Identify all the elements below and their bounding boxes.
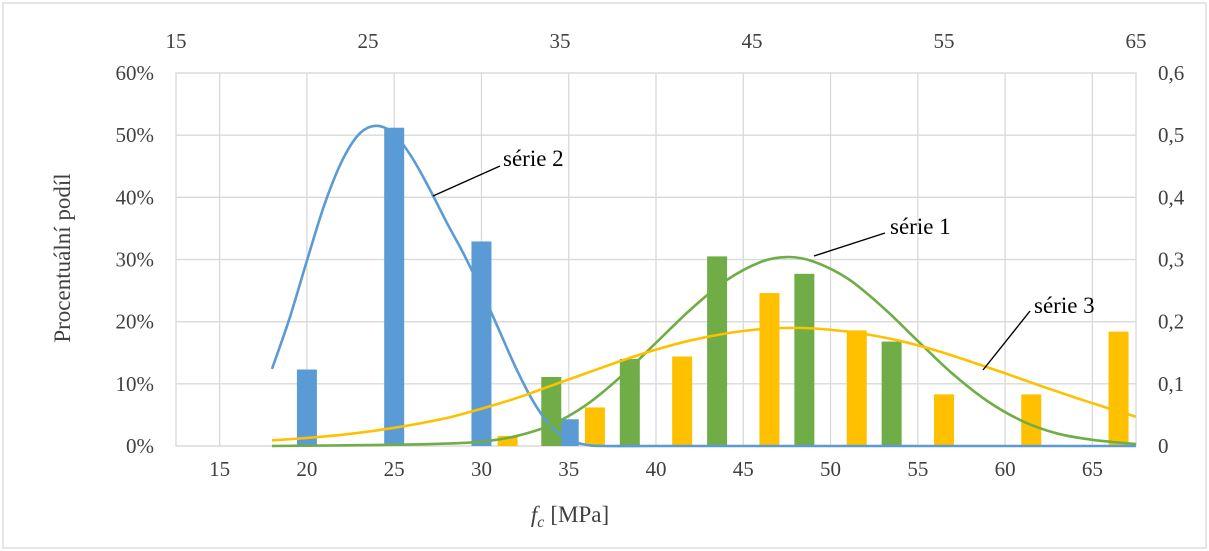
bar-serie-2: [296, 369, 317, 446]
x-bottom-tick-label: 25: [384, 457, 405, 481]
x-bottom-tick-label: 30: [471, 457, 492, 481]
bar-serie-3: [846, 330, 867, 446]
x-bottom-tick-label: 40: [646, 457, 667, 481]
x-bottom-tick-label: 50: [820, 457, 841, 481]
y-left-tick-label: 0%: [126, 434, 154, 458]
x-bottom-tick-label: 20: [296, 457, 317, 481]
x-top-tick-label: 35: [550, 29, 571, 53]
ticks-layer: 0% 0 10% 0,1 20% 0,2 30% 0,3 40% 0,4 50% 0,5 60% 0,6 1…: [116, 29, 1185, 481]
bar-serie-1: [881, 341, 902, 446]
y-axis-title: Procentuální podíl: [50, 173, 75, 342]
y-left-tick-label: 50%: [116, 123, 155, 147]
bar-serie-3: [584, 407, 605, 446]
x-axis-title: fc [MPa]: [531, 502, 609, 531]
annotation-serie-3: série 3: [1034, 293, 1095, 318]
curves-layer: [270, 124, 1137, 448]
x-bottom-tick-label: 55: [907, 457, 928, 481]
bar-serie-3: [672, 356, 693, 446]
y-left-tick-label: 30%: [116, 248, 155, 272]
y-right-tick-label: 0,1: [1158, 372, 1184, 396]
y-left-tick-label: 40%: [116, 185, 155, 209]
y-right-tick-label: 0,2: [1158, 310, 1184, 334]
bar-serie-2: [384, 127, 405, 446]
x-top-tick-label: 15: [166, 29, 187, 53]
bar-serie-1: [619, 358, 640, 446]
y-left-tick-label: 60%: [116, 61, 155, 85]
annotation-leader-serie-1: [813, 232, 886, 257]
bar-serie-1: [707, 256, 728, 446]
x-bottom-tick-label: 35: [558, 457, 579, 481]
x-top-tick-label: 65: [1126, 29, 1147, 53]
bar-serie-1: [541, 376, 562, 446]
bars-layer: [296, 127, 1129, 446]
curve-serie-2: [270, 124, 1136, 448]
annotations-layer: série 2 série 1 série 3: [432, 146, 1095, 371]
x-bottom-tick-label: 45: [733, 457, 754, 481]
y-left-tick-label: 10%: [116, 372, 155, 396]
x-bottom-tick-label: 60: [995, 457, 1016, 481]
y-right-tick-label: 0,3: [1158, 248, 1184, 272]
bar-serie-2: [471, 241, 492, 446]
curve-serie-1: [271, 255, 1137, 448]
y-right-tick-label: 0,5: [1158, 123, 1184, 147]
x-bottom-tick-label: 65: [1082, 457, 1103, 481]
annotation-serie-1: série 1: [890, 214, 951, 239]
y-right-tick-label: 0,4: [1158, 185, 1185, 209]
x-top-tick-label: 45: [742, 29, 763, 53]
bar-serie-3: [497, 436, 518, 446]
y-left-tick-label: 20%: [116, 310, 155, 334]
curve-serie-3: [271, 326, 1137, 442]
annotation-leader-serie-2: [432, 165, 501, 197]
bar-serie-1: [794, 273, 815, 446]
bar-serie-2: [558, 419, 579, 446]
grid-layer: [175, 72, 1137, 447]
x-axis-title-variable: f: [531, 502, 541, 527]
bar-serie-3: [1021, 394, 1042, 446]
x-axis-title-subscript: c: [537, 514, 544, 531]
y-right-tick-label: 0,6: [1158, 61, 1184, 85]
annotation-serie-2: série 2: [503, 146, 564, 171]
bar-serie-3: [934, 394, 954, 446]
bar-serie-3: [759, 293, 780, 446]
x-axis-title-unit: [MPa]: [550, 502, 609, 527]
y-right-tick-label: 0: [1158, 434, 1169, 458]
annotation-leader-serie-3: [982, 310, 1031, 371]
x-bottom-tick-label: 15: [209, 457, 230, 481]
x-top-tick-label: 25: [358, 29, 379, 53]
x-top-tick-label: 55: [934, 29, 955, 53]
bar-serie-3: [1108, 331, 1129, 446]
